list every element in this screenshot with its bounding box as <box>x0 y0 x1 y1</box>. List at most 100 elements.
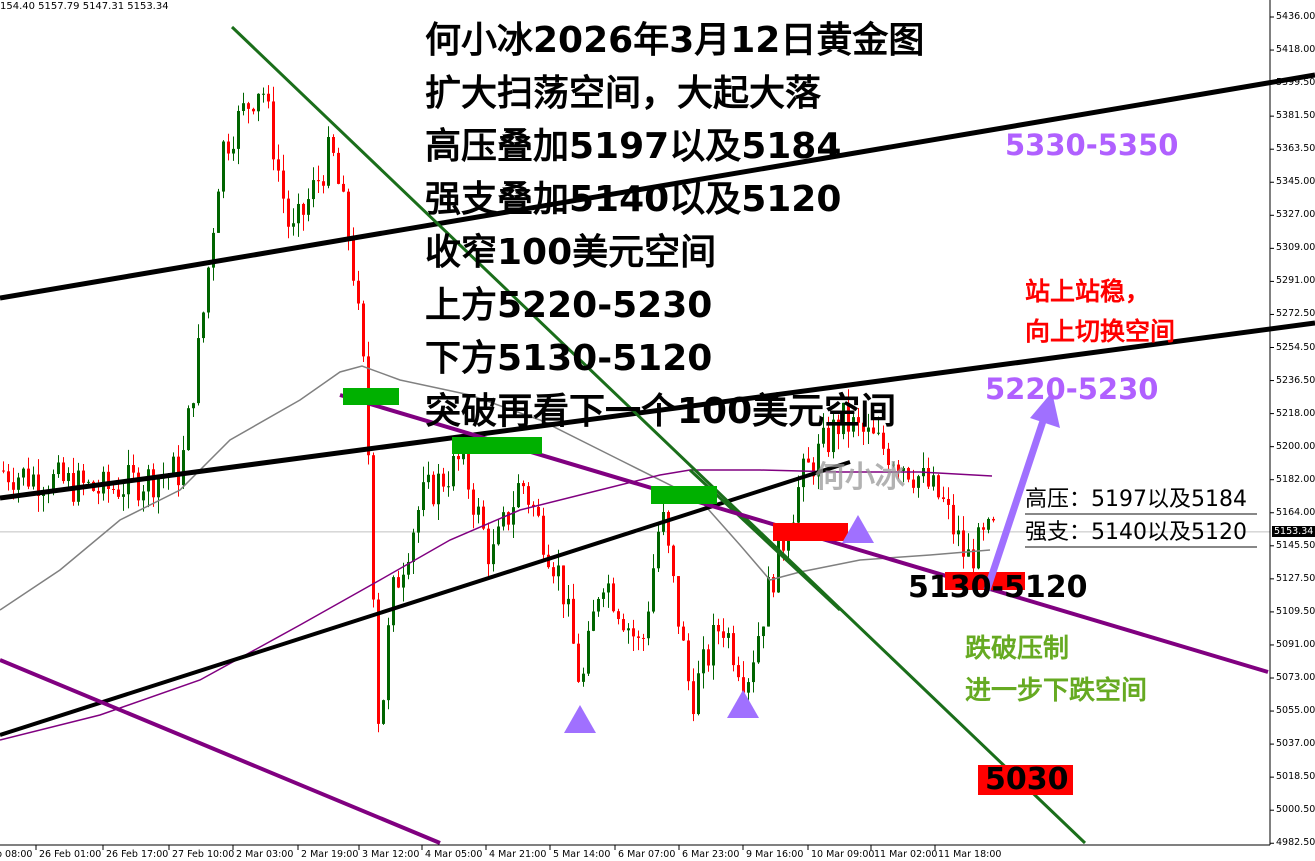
candle-body <box>17 477 20 490</box>
y-tick-label: 5363.50 <box>1276 143 1315 155</box>
candle-body <box>402 574 405 588</box>
candle-body <box>812 462 815 477</box>
analysis-line: 下方5130-5120 <box>425 338 713 379</box>
x-tick-label: 26 Feb 01:00 <box>39 849 102 860</box>
candle-body <box>717 624 720 632</box>
lower-purple-line <box>0 658 441 845</box>
x-tick-label: 6 Mar 23:00 <box>682 849 740 860</box>
red-zone-box <box>978 765 1073 795</box>
candle-body <box>597 598 600 612</box>
candle-body <box>587 630 590 674</box>
candle-body <box>282 170 285 199</box>
y-tick-label: 5254.50 <box>1276 341 1315 353</box>
candle-body <box>522 483 525 487</box>
candle-body <box>902 468 905 471</box>
candle-body <box>277 159 280 171</box>
candle-body <box>337 152 340 184</box>
y-tick-label: 5345.00 <box>1276 176 1315 188</box>
y-tick-label: 5127.50 <box>1276 572 1315 584</box>
candle-body <box>957 530 960 535</box>
candle-body <box>982 527 985 530</box>
candle-body <box>577 643 580 682</box>
analysis-line: 收窄100美元空间 <box>425 232 717 273</box>
candle-body <box>272 101 275 160</box>
candle-body <box>392 577 395 626</box>
candle-body <box>607 583 610 593</box>
candle-body <box>722 631 725 638</box>
resistance-label: 高压：5197以及5184 <box>1025 481 1257 515</box>
candle-body <box>292 223 295 227</box>
candle-body <box>177 456 180 486</box>
candle-body <box>267 93 270 102</box>
candle-body <box>382 700 385 724</box>
candle-body <box>907 468 910 480</box>
candle-body <box>637 636 640 638</box>
red-zone-box <box>773 523 848 541</box>
candle-body <box>352 239 355 281</box>
candle-body <box>437 473 440 505</box>
candle-body <box>107 471 110 489</box>
x-tick-label: 6 Mar 07:00 <box>618 849 676 860</box>
low-zone-label: 5130-5120 <box>908 570 1088 605</box>
candle-body <box>172 456 175 476</box>
candle-body <box>552 567 555 577</box>
candle-body <box>342 183 345 192</box>
candle-body <box>622 619 625 631</box>
candle-body <box>467 447 470 490</box>
candle-body <box>817 443 820 477</box>
green-note-line-1: 跌破压制 <box>965 634 1070 664</box>
y-tick-label: 5436.00 <box>1276 11 1315 22</box>
x-tick-label: 4 Mar 05:00 <box>425 849 483 860</box>
candle-body <box>927 468 930 487</box>
candle-body <box>882 432 885 449</box>
candle-body <box>677 576 680 627</box>
y-tick-label: 5200.00 <box>1276 440 1315 452</box>
candle-body <box>287 198 290 227</box>
y-tick-label: 5418.00 <box>1276 44 1315 56</box>
candle-body <box>447 486 450 488</box>
candle-body <box>427 474 430 483</box>
candle-body <box>857 417 860 423</box>
candle-body <box>897 464 900 471</box>
candle-body <box>737 665 740 678</box>
candle-body <box>837 419 840 435</box>
candle-body <box>52 474 55 493</box>
candle-body <box>827 427 830 453</box>
green-resistance-box <box>343 388 399 405</box>
candle-body <box>212 232 215 268</box>
candle-body <box>202 312 205 339</box>
candle-body <box>932 475 935 487</box>
candle-body <box>117 489 120 497</box>
candle-body <box>877 432 880 434</box>
candle-body <box>892 464 895 466</box>
candle-body <box>97 490 100 494</box>
candle-body <box>252 108 255 112</box>
y-tick-label: 5145.50 <box>1276 539 1315 551</box>
y-tick-label: 5164.00 <box>1276 506 1315 518</box>
x-tick-label: 9 Mar 16:00 <box>746 849 804 860</box>
analysis-line: 高压叠加5197以及5184 <box>425 126 842 167</box>
candle-body <box>612 583 615 612</box>
candle-body <box>762 626 765 637</box>
candle-body <box>307 199 310 215</box>
x-tick-label: 2 Mar 03:00 <box>236 849 294 860</box>
candle-body <box>947 498 950 505</box>
candle-body <box>432 474 435 505</box>
candle-body <box>542 515 545 555</box>
x-tick-label: 5 Mar 14:00 <box>553 849 611 860</box>
x-tick-label: 26 Feb 17:00 <box>106 849 169 860</box>
upward-arrow-head <box>1030 392 1060 428</box>
candle-body <box>807 458 810 463</box>
y-tick-label: 5272.50 <box>1276 308 1315 320</box>
candle-body <box>712 624 715 666</box>
candle-body <box>692 681 695 715</box>
candle-body <box>477 506 480 515</box>
candle-body <box>652 568 655 612</box>
candle-body <box>567 598 570 605</box>
candle-body <box>912 479 915 488</box>
candles <box>0 85 1270 733</box>
candle-body <box>82 470 85 483</box>
green-resistance-box <box>452 437 542 454</box>
candle-body <box>327 137 330 186</box>
candle-body <box>787 538 790 551</box>
